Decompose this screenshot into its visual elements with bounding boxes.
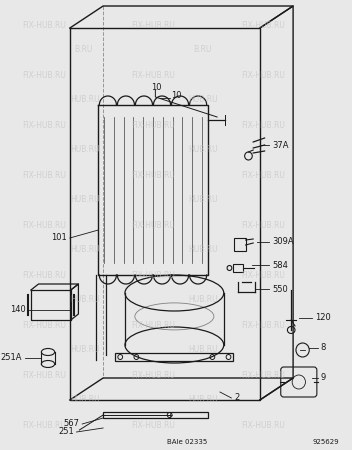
Text: HUB.RU: HUB.RU: [70, 95, 100, 104]
Text: FIX-HUB.RU: FIX-HUB.RU: [132, 21, 176, 30]
Text: 101: 101: [51, 234, 67, 243]
Text: FIX-HUB.RU: FIX-HUB.RU: [23, 21, 66, 30]
Text: FIX-HUB.RU: FIX-HUB.RU: [241, 220, 285, 230]
Text: 37A: 37A: [272, 140, 289, 149]
Text: FIX-HUB.RU: FIX-HUB.RU: [241, 270, 285, 279]
Text: HUB.RU: HUB.RU: [189, 95, 218, 104]
Text: FIX-HUB.RU: FIX-HUB.RU: [241, 171, 285, 180]
Text: BAle 02335: BAle 02335: [166, 439, 207, 445]
Text: 584: 584: [272, 261, 288, 270]
Text: HUB.RU: HUB.RU: [189, 396, 218, 405]
Text: HUB.RU: HUB.RU: [189, 346, 218, 355]
Text: HUB.RU: HUB.RU: [70, 246, 100, 255]
Text: FIX-HUB.RU: FIX-HUB.RU: [23, 420, 66, 429]
Text: FIX-HUB.RU: FIX-HUB.RU: [23, 220, 66, 230]
Text: 10: 10: [171, 91, 182, 100]
Text: HUB.RU: HUB.RU: [70, 296, 100, 305]
Text: HUB.RU: HUB.RU: [189, 246, 218, 255]
Text: 9: 9: [321, 374, 326, 382]
Text: FIX-HUB.RU: FIX-HUB.RU: [241, 71, 285, 80]
Text: B.RU: B.RU: [75, 45, 93, 54]
Text: FIX-HUB.RU: FIX-HUB.RU: [132, 320, 176, 329]
Text: B.RU: B.RU: [193, 45, 212, 54]
Text: FIX-HUB.RU: FIX-HUB.RU: [23, 370, 66, 379]
Text: 309A: 309A: [272, 238, 294, 247]
Text: 2: 2: [234, 393, 239, 402]
Text: 10: 10: [152, 82, 162, 91]
Text: HUB.RU: HUB.RU: [189, 195, 218, 204]
Text: FIX-HUB.RU: FIX-HUB.RU: [132, 71, 176, 80]
Text: 120: 120: [315, 314, 331, 323]
Text: FIX-HUB.RU: FIX-HUB.RU: [132, 420, 176, 429]
Text: FIX-HUB.RU: FIX-HUB.RU: [241, 121, 285, 130]
Text: FIX-HUB.RU: FIX-HUB.RU: [132, 171, 176, 180]
Text: FIX-HUB.RU: FIX-HUB.RU: [132, 121, 176, 130]
Bar: [234, 238, 246, 251]
Text: FIX-HUB.RU: FIX-HUB.RU: [241, 320, 285, 329]
Text: FIX-HUB.RU: FIX-HUB.RU: [23, 171, 66, 180]
Text: 251A: 251A: [1, 354, 23, 363]
Text: HUB.RU: HUB.RU: [189, 145, 218, 154]
Text: 567: 567: [63, 419, 79, 428]
Text: FIX-HUB.RU: FIX-HUB.RU: [23, 270, 66, 279]
Text: 8: 8: [321, 343, 326, 352]
Text: FIX-HUB.RU: FIX-HUB.RU: [241, 420, 285, 429]
Bar: [115, 353, 233, 361]
Text: FIX-HUB.RU: FIX-HUB.RU: [132, 370, 176, 379]
Text: HUB.RU: HUB.RU: [70, 145, 100, 154]
Bar: [233, 264, 243, 272]
Text: HUB.RU: HUB.RU: [189, 296, 218, 305]
Text: HUB.RU: HUB.RU: [70, 396, 100, 405]
Text: FIX-HUB.RU: FIX-HUB.RU: [241, 21, 285, 30]
Text: FIX-HUB.RU: FIX-HUB.RU: [23, 71, 66, 80]
Bar: [103, 412, 208, 418]
Text: FIX-HUB.RU: FIX-HUB.RU: [241, 370, 285, 379]
Text: 251: 251: [58, 428, 74, 436]
Text: HUB.RU: HUB.RU: [70, 195, 100, 204]
Text: FIX-HUB.RU: FIX-HUB.RU: [23, 320, 66, 329]
Text: FIX-HUB.RU: FIX-HUB.RU: [132, 270, 176, 279]
Text: HUB.RU: HUB.RU: [70, 346, 100, 355]
Text: 925629: 925629: [312, 439, 339, 445]
Text: 550: 550: [272, 284, 288, 293]
Text: FIX-HUB.RU: FIX-HUB.RU: [132, 220, 176, 230]
Text: 140: 140: [11, 306, 26, 315]
Text: FIX-HUB.RU: FIX-HUB.RU: [23, 121, 66, 130]
